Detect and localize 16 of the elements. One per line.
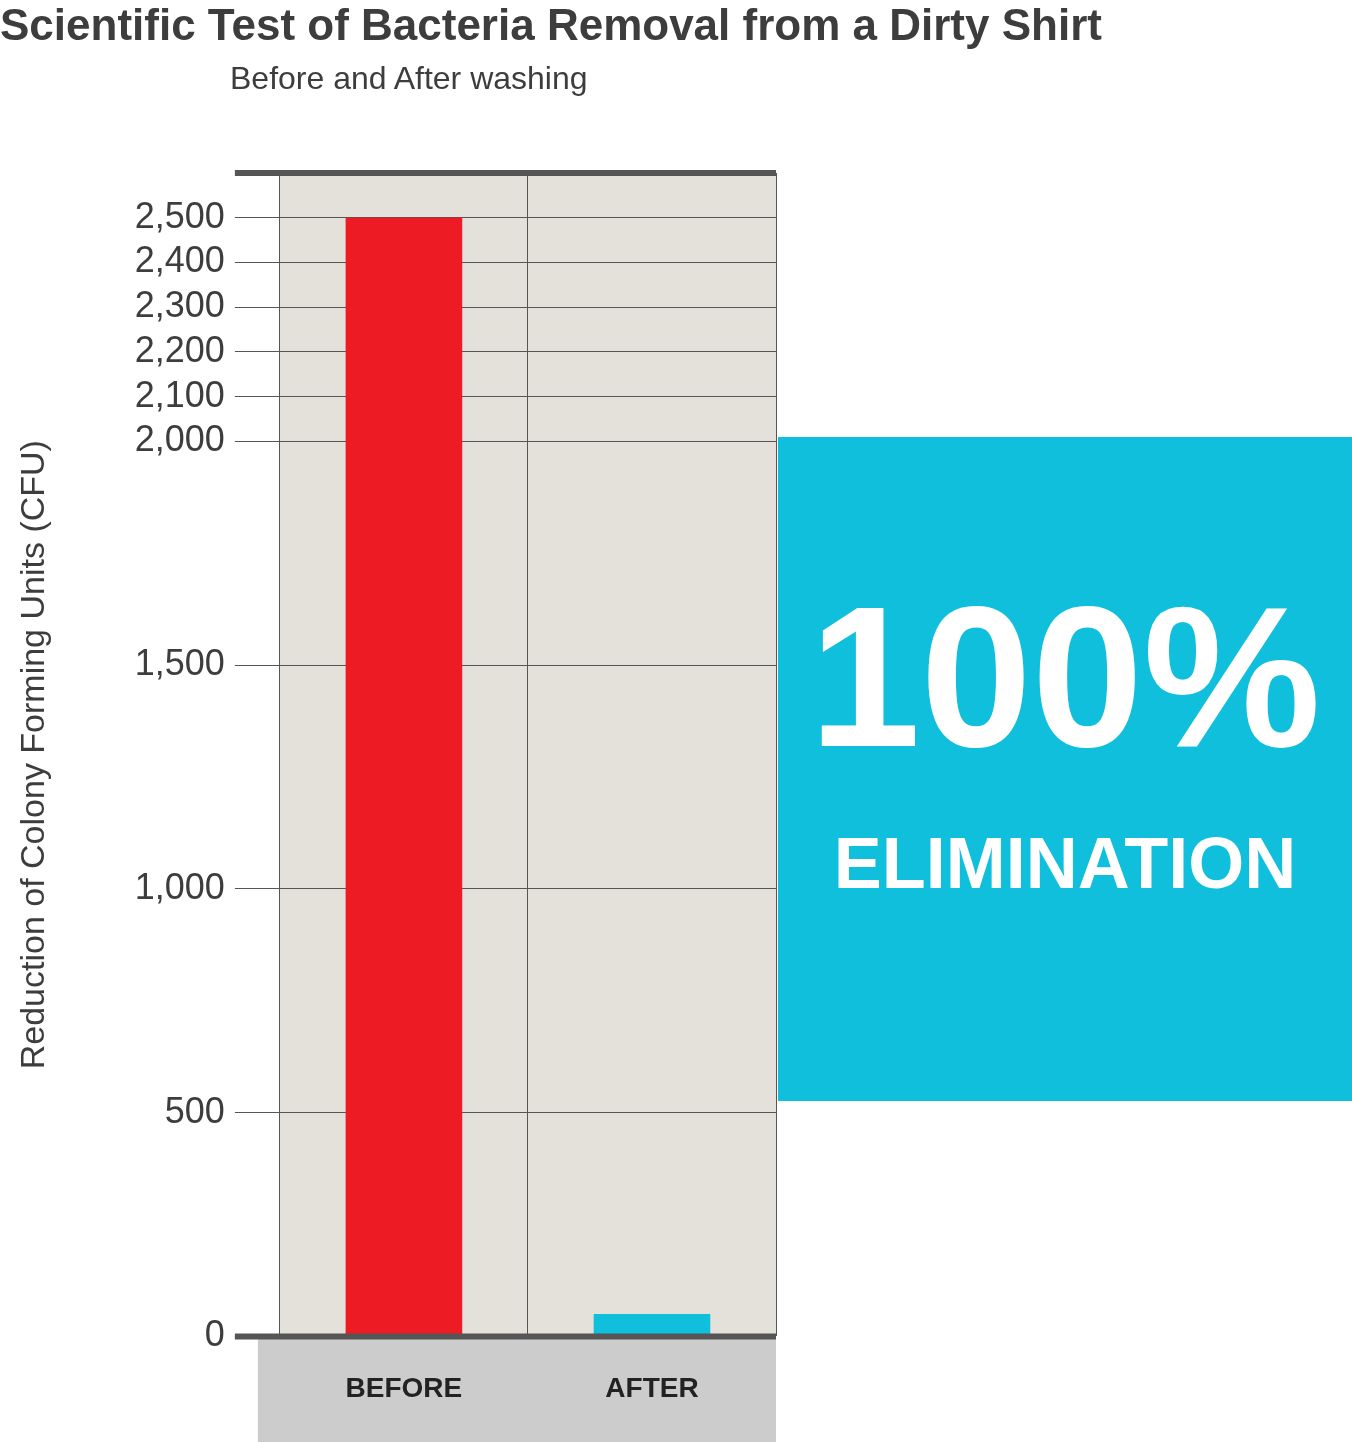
y-tick-label: 2,100 [134,373,225,415]
y-tick-label: 1,000 [134,865,225,907]
y-tick-label: 2,200 [134,328,225,370]
chart-subtitle: Before and After washing [230,60,588,97]
y-tick-label: 2,400 [134,239,225,281]
y-tick-label: 0 [204,1313,225,1355]
y-axis-title: Reduction of Colony Forming Units (CFU) [12,440,51,1070]
y-tick-label: 1,500 [134,642,225,684]
chart-title: Scientific Test of Bacteria Removal from a Dirty Shirt [0,0,1103,50]
x-tick-label: AFTER [605,1371,699,1403]
y-tick-label: 2,300 [134,284,225,326]
callout-panel: 100% ELIMINATION [778,437,1352,1101]
y-tick-label: 2,000 [134,418,225,460]
x-tick-label: BEFORE [345,1371,463,1403]
y-tick-label: 2,500 [134,194,225,236]
y-tick-label: 500 [164,1089,225,1131]
